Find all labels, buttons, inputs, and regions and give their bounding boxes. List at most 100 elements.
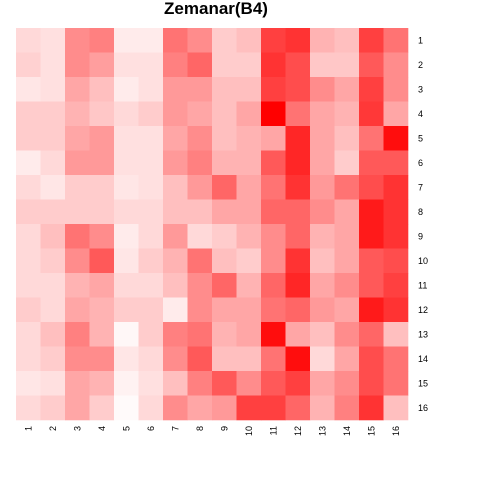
heatmap-cell-r7-c8 [188, 175, 213, 200]
heatmap-cell-r15-c4 [90, 371, 115, 396]
heatmap-cell-r16-c16 [384, 396, 409, 421]
heatmap-cell-r12-c7 [163, 298, 188, 323]
heatmap-cell-r8-c11 [261, 200, 286, 225]
heatmap-cell-r9-c5 [114, 224, 139, 249]
heatmap-cell-r2-c12 [286, 53, 311, 78]
heatmap-cell-r7-c12 [286, 175, 311, 200]
heatmap-cell-r14-c12 [286, 347, 311, 372]
heatmap-cell-r1-c12 [286, 28, 311, 53]
x-tick-label: 3 [72, 426, 82, 431]
heatmap-cell-r16-c9 [212, 396, 237, 421]
heatmap-cell-r7-c4 [90, 175, 115, 200]
heatmap-cell-r13-c10 [237, 322, 262, 347]
heatmap-cell-r12-c15 [359, 298, 384, 323]
heatmap-cell-r5-c13 [310, 126, 335, 151]
heatmap-cell-r11-c13 [310, 273, 335, 298]
heatmap-cell-r4-c10 [237, 102, 262, 127]
heatmap-cell-r5-c15 [359, 126, 384, 151]
heatmap-cell-r9-c10 [237, 224, 262, 249]
heatmap-cell-r15-c5 [114, 371, 139, 396]
heatmap-cell-r11-c14 [335, 273, 360, 298]
heatmap-cell-r5-c11 [261, 126, 286, 151]
heatmap-cell-r11-c8 [188, 273, 213, 298]
heatmap-cell-r9-c6 [139, 224, 164, 249]
y-tick-label: 2 [418, 60, 423, 70]
x-tick-labels: 1 2 3 4 5 6 7 8 9 10 11 12 13 14 15 16 [23, 426, 401, 436]
heatmap-cell-r6-c10 [237, 151, 262, 176]
heatmap-cell-r12-c1 [16, 298, 41, 323]
heatmap-cell-r4-c3 [65, 102, 90, 127]
heatmap-cell-r15-c11 [261, 371, 286, 396]
heatmap-cell-r14-c4 [90, 347, 115, 372]
heatmap-cell-r15-c2 [41, 371, 66, 396]
heatmap-cell-r16-c3 [65, 396, 90, 421]
heatmap-cell-r4-c5 [114, 102, 139, 127]
heatmap-cell-r8-c8 [188, 200, 213, 225]
heatmap-cell-r15-c16 [384, 371, 409, 396]
heatmap-cell-r2-c7 [163, 53, 188, 78]
heatmap-cell-r4-c7 [163, 102, 188, 127]
y-tick-label: 13 [418, 329, 428, 339]
heatmap-cell-r9-c8 [188, 224, 213, 249]
heatmap-cell-r10-c3 [65, 249, 90, 274]
heatmap-cell-r5-c9 [212, 126, 237, 151]
heatmap-cell-r9-c7 [163, 224, 188, 249]
heatmap-cell-r1-c16 [384, 28, 409, 53]
heatmap-cell-r6-c8 [188, 151, 213, 176]
heatmap-cell-r10-c10 [237, 249, 262, 274]
heatmap-cell-r13-c9 [212, 322, 237, 347]
heatmap-cell-r9-c13 [310, 224, 335, 249]
heatmap-cell-r6-c3 [65, 151, 90, 176]
heatmap-cell-r12-c11 [261, 298, 286, 323]
heatmap-cell-r13-c4 [90, 322, 115, 347]
heatmap-cell-r8-c6 [139, 200, 164, 225]
x-tick-label: 13 [317, 426, 327, 436]
y-tick-label: 5 [418, 133, 423, 143]
heatmap-cell-r3-c3 [65, 77, 90, 102]
x-tick-label: 16 [391, 426, 401, 436]
heatmap-cell-r10-c1 [16, 249, 41, 274]
heatmap-cell-r6-c6 [139, 151, 164, 176]
heatmap-cell-r14-c1 [16, 347, 41, 372]
heatmap-cell-r4-c9 [212, 102, 237, 127]
heatmap-cell-r10-c5 [114, 249, 139, 274]
heatmap-cell-r5-c8 [188, 126, 213, 151]
heatmap-cell-r16-c10 [237, 396, 262, 421]
heatmap-cell-r12-c14 [335, 298, 360, 323]
heatmap-cell-r4-c15 [359, 102, 384, 127]
heatmap-cell-r13-c13 [310, 322, 335, 347]
heatmap-cell-r15-c12 [286, 371, 311, 396]
heatmap-cell-r8-c3 [65, 200, 90, 225]
heatmap-cell-r1-c6 [139, 28, 164, 53]
heatmap-cell-r3-c1 [16, 77, 41, 102]
heatmap-cell-r7-c2 [41, 175, 66, 200]
heatmap-cell-r7-c10 [237, 175, 262, 200]
heatmap-cell-r5-c4 [90, 126, 115, 151]
heatmap-cell-r15-c6 [139, 371, 164, 396]
heatmap-cell-r8-c7 [163, 200, 188, 225]
heatmap-cell-r4-c13 [310, 102, 335, 127]
heatmap-cell-r7-c5 [114, 175, 139, 200]
heatmap-cell-r14-c6 [139, 347, 164, 372]
heatmap-cell-r14-c8 [188, 347, 213, 372]
heatmap-cell-r13-c16 [384, 322, 409, 347]
heatmap-cell-r7-c15 [359, 175, 384, 200]
heatmap-cell-r2-c5 [114, 53, 139, 78]
y-tick-label: 10 [418, 256, 428, 266]
x-tick-label: 8 [195, 426, 205, 431]
heatmap-cell-r10-c13 [310, 249, 335, 274]
heatmap-cell-r3-c16 [384, 77, 409, 102]
heatmap-cell-r15-c1 [16, 371, 41, 396]
heatmap-cell-r9-c16 [384, 224, 409, 249]
x-tick-label: 2 [48, 426, 58, 431]
heatmap-cell-r2-c16 [384, 53, 409, 78]
heatmap-cell-r3-c13 [310, 77, 335, 102]
heatmap-cell-r1-c11 [261, 28, 286, 53]
heatmap-cell-r9-c3 [65, 224, 90, 249]
y-tick-label: 12 [418, 305, 428, 315]
heatmap-cell-r5-c16 [384, 126, 409, 151]
heatmap-cell-r10-c9 [212, 249, 237, 274]
heatmap-cell-r6-c1 [16, 151, 41, 176]
heatmap-cell-r8-c1 [16, 200, 41, 225]
heatmap-cell-r4-c14 [335, 102, 360, 127]
